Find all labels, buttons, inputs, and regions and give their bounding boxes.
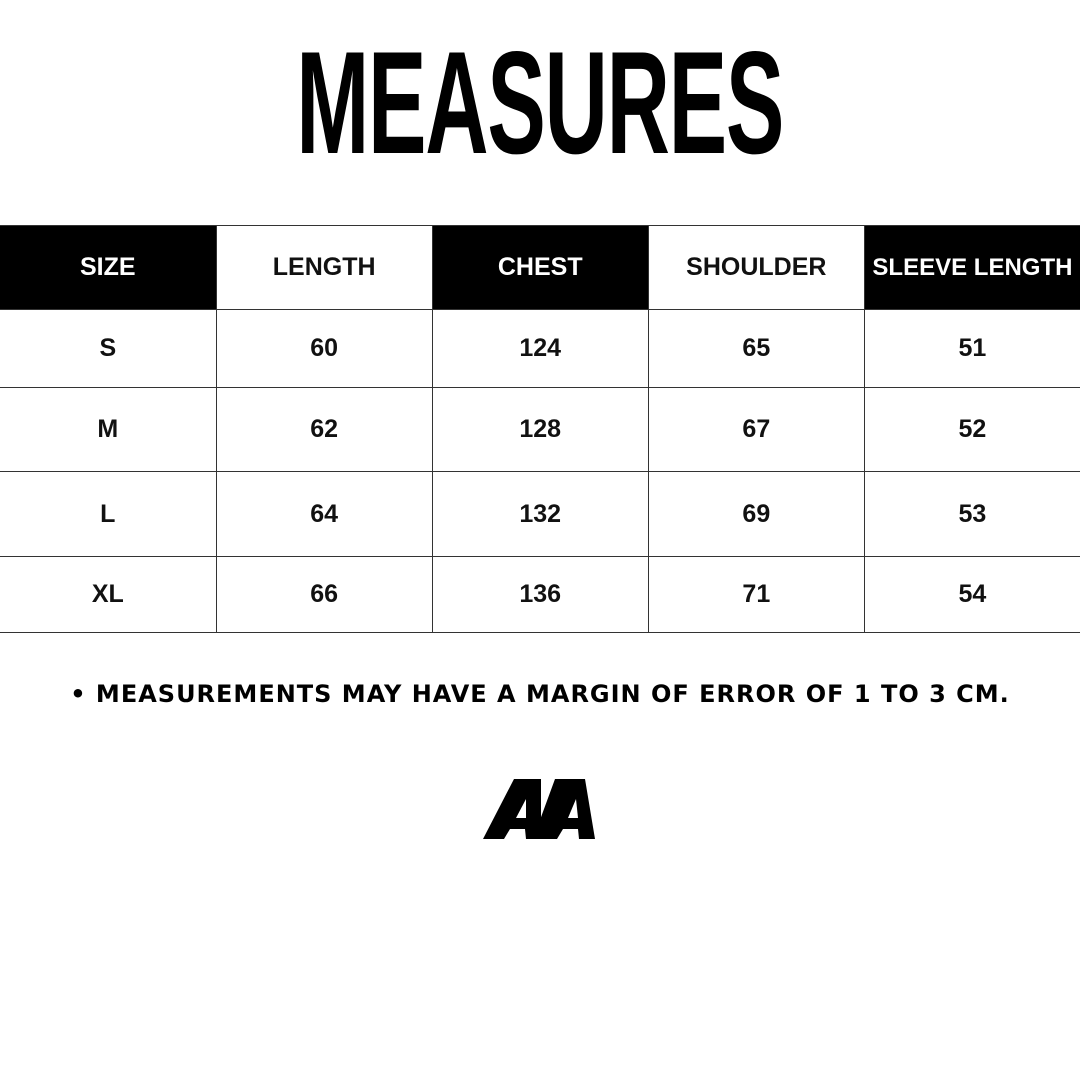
table-row: XL 66 136 71 54 (0, 556, 1080, 633)
cell-chest: 128 (431, 387, 649, 472)
cell-length: 62 (215, 387, 433, 472)
cell-chest: 136 (431, 556, 649, 633)
cell-shoulder: 65 (647, 309, 865, 388)
cell-sleeve-length: 51 (863, 309, 1080, 388)
cell-chest: 124 (431, 309, 649, 388)
cell-sleeve-length: 52 (863, 387, 1080, 472)
measurement-note: • MEASUREMENTS MAY HAVE A MARGIN OF ERRO… (70, 680, 1010, 708)
cell-size: L (0, 471, 217, 557)
page-title: MEASURES (0, 28, 1080, 178)
brand-logo (483, 779, 595, 839)
cell-shoulder: 67 (647, 387, 865, 472)
header-length: LENGTH (215, 225, 433, 310)
table-row: M 62 128 67 52 (0, 387, 1080, 472)
cell-sleeve-length: 54 (863, 556, 1080, 633)
cell-shoulder: 71 (647, 556, 865, 633)
table-header-row: SIZE LENGTH CHEST SHOULDER SLEEVE LENGTH (0, 225, 1080, 310)
header-sleeve-length: SLEEVE LENGTH (863, 225, 1080, 310)
logo-letter-a-2 (533, 779, 595, 839)
cell-length: 60 (215, 309, 433, 388)
header-chest: CHEST (431, 225, 649, 310)
cell-shoulder: 69 (647, 471, 865, 557)
cell-size: M (0, 387, 217, 472)
header-size: SIZE (0, 225, 217, 310)
cell-length: 66 (215, 556, 433, 633)
cell-size: S (0, 309, 217, 388)
size-chart-table: SIZE LENGTH CHEST SHOULDER SLEEVE LENGTH… (0, 225, 1080, 633)
cell-size: XL (0, 556, 217, 633)
title-text: MEASURES (296, 21, 785, 184)
cell-chest: 132 (431, 471, 649, 557)
header-shoulder: SHOULDER (647, 225, 865, 310)
cell-length: 64 (215, 471, 433, 557)
logo-letter-a-1 (483, 779, 541, 839)
table-row: L 64 132 69 53 (0, 471, 1080, 557)
table-row: S 60 124 65 51 (0, 309, 1080, 388)
cell-sleeve-length: 53 (863, 471, 1080, 557)
